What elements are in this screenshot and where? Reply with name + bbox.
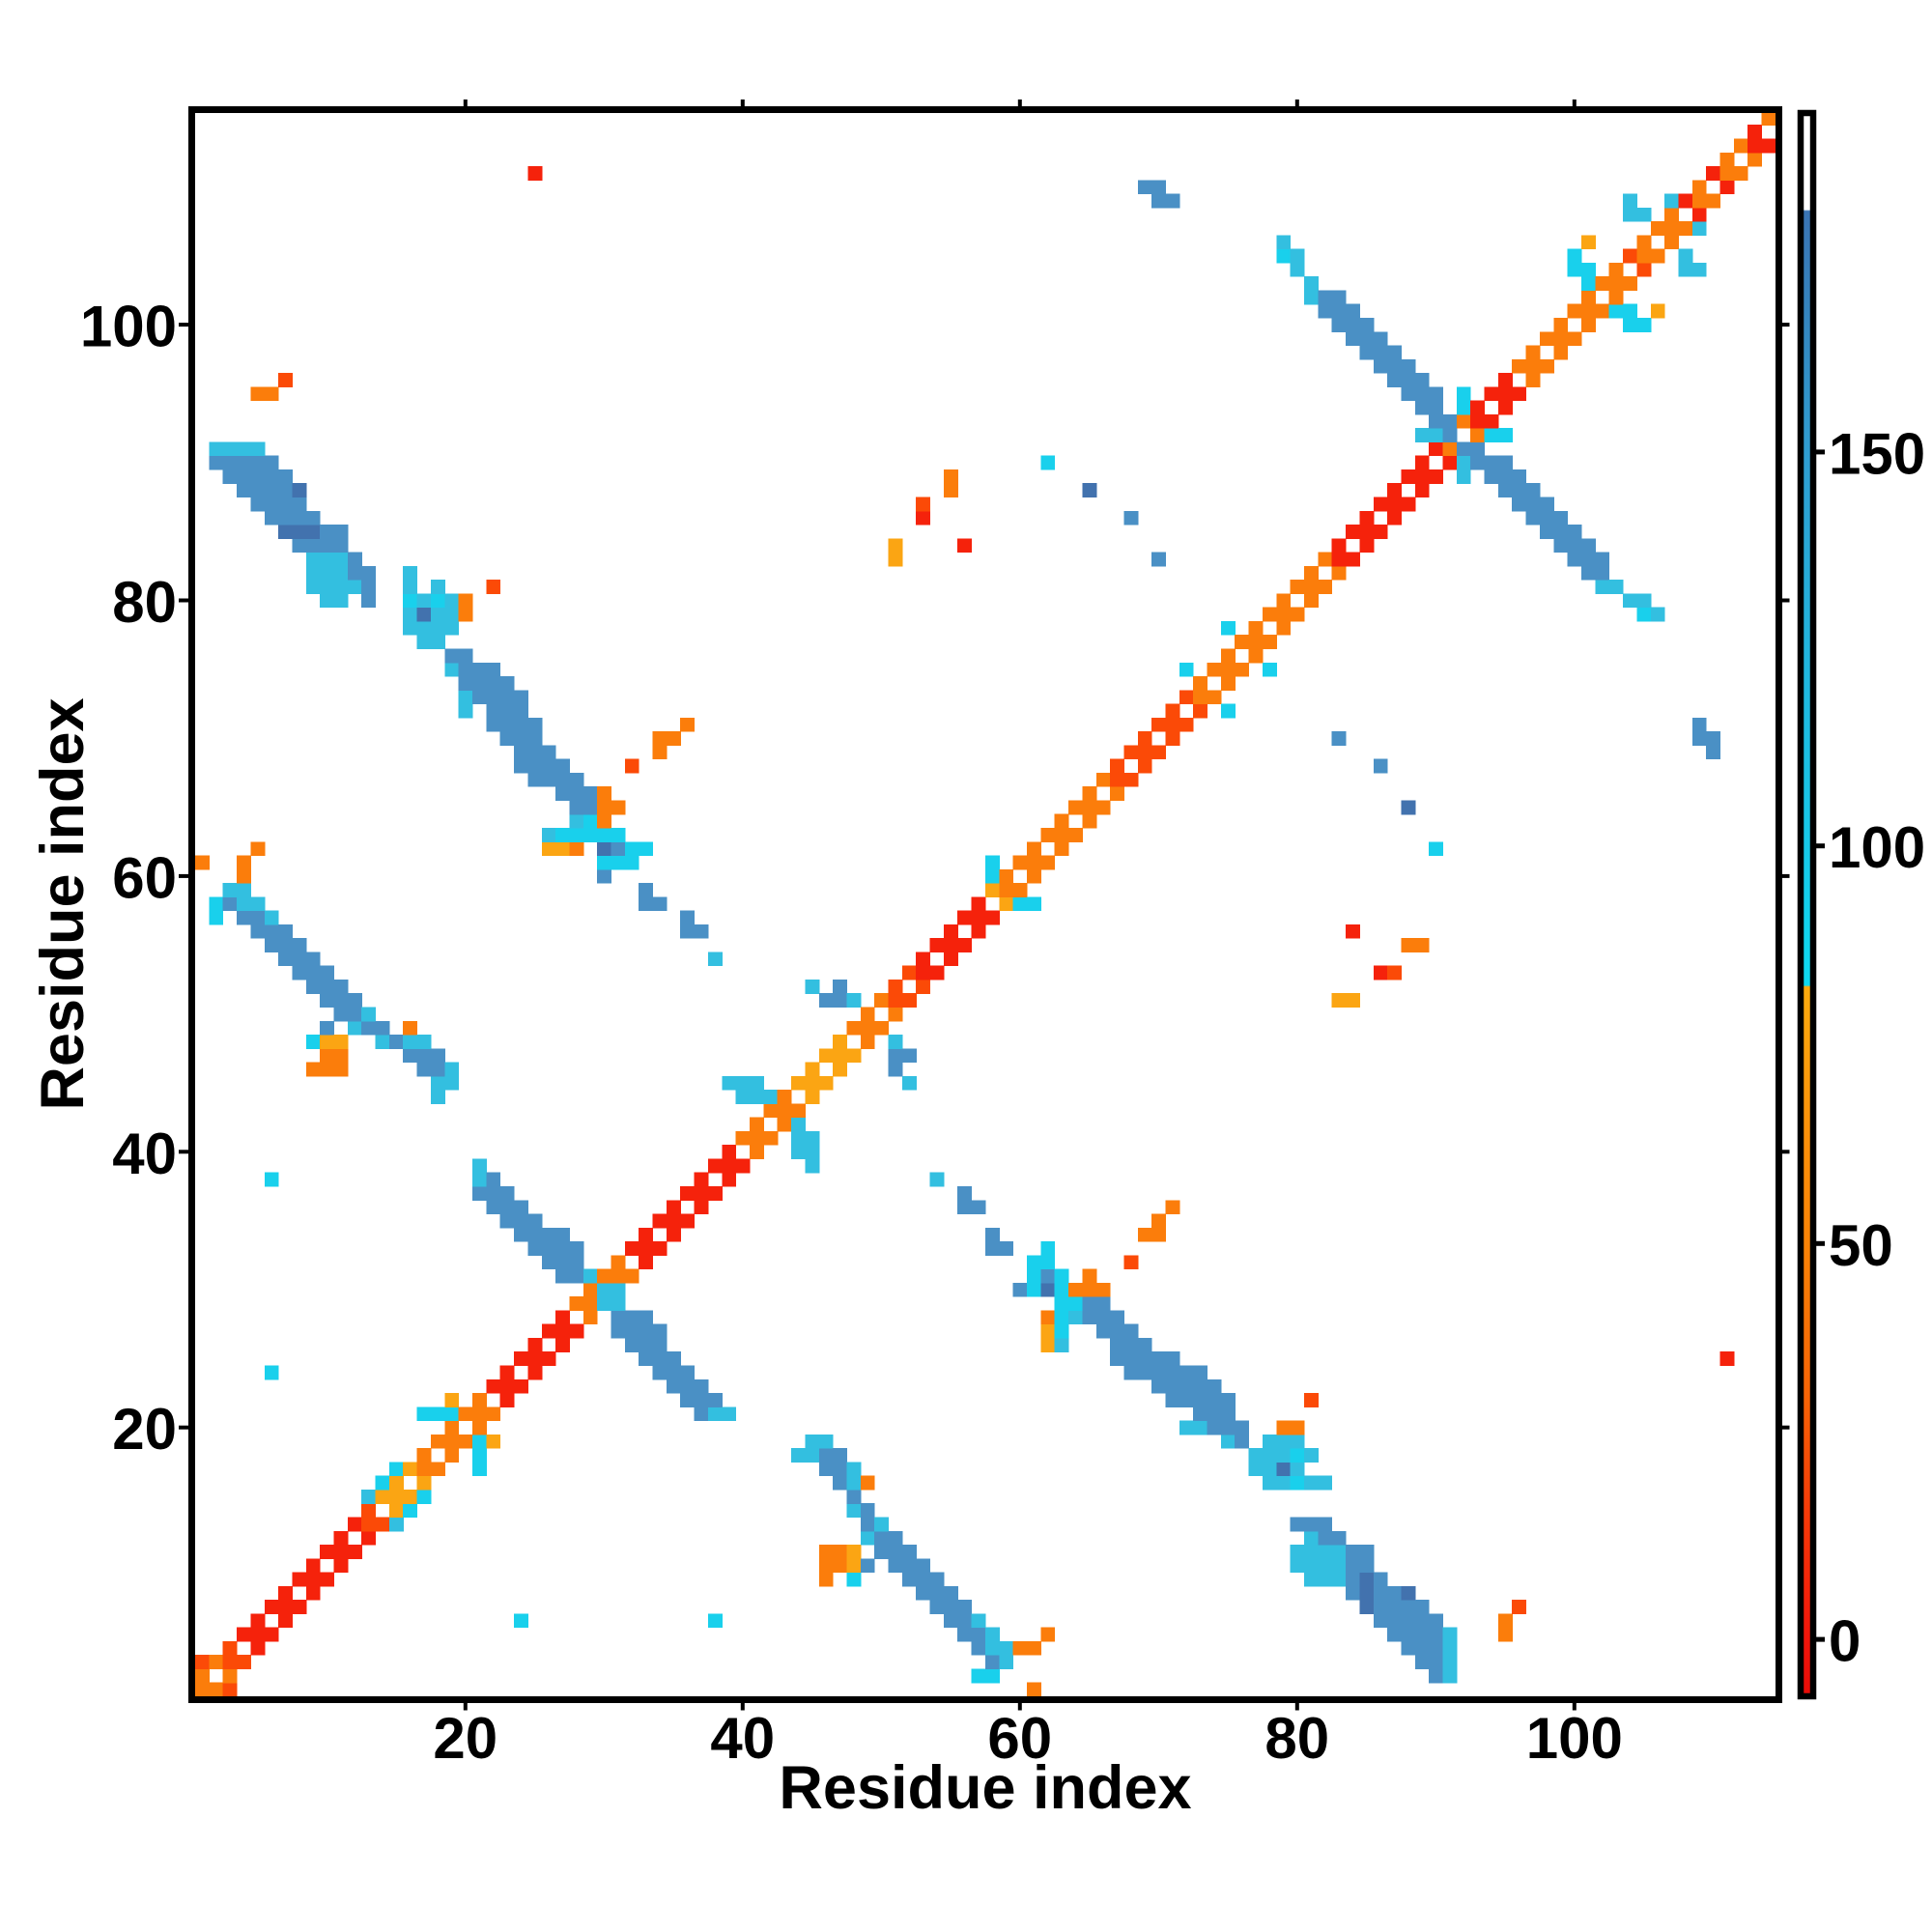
svg-text:100: 100 bbox=[1526, 1706, 1623, 1771]
svg-text:100: 100 bbox=[80, 295, 177, 359]
svg-text:0: 0 bbox=[1829, 1609, 1861, 1674]
svg-text:60: 60 bbox=[987, 1706, 1052, 1771]
svg-text:50: 50 bbox=[1829, 1213, 1893, 1278]
svg-text:150: 150 bbox=[1829, 421, 1925, 486]
svg-text:40: 40 bbox=[112, 1122, 177, 1186]
svg-text:80: 80 bbox=[1264, 1706, 1329, 1771]
svg-text:20: 20 bbox=[112, 1397, 177, 1462]
svg-text:40: 40 bbox=[710, 1706, 775, 1771]
svg-text:20: 20 bbox=[433, 1706, 497, 1771]
svg-text:80: 80 bbox=[112, 570, 177, 635]
svg-text:Residue index: Residue index bbox=[779, 1754, 1191, 1822]
svg-text:Residue index: Residue index bbox=[29, 697, 97, 1110]
svg-text:100: 100 bbox=[1829, 815, 1925, 880]
svg-text:60: 60 bbox=[112, 845, 177, 910]
